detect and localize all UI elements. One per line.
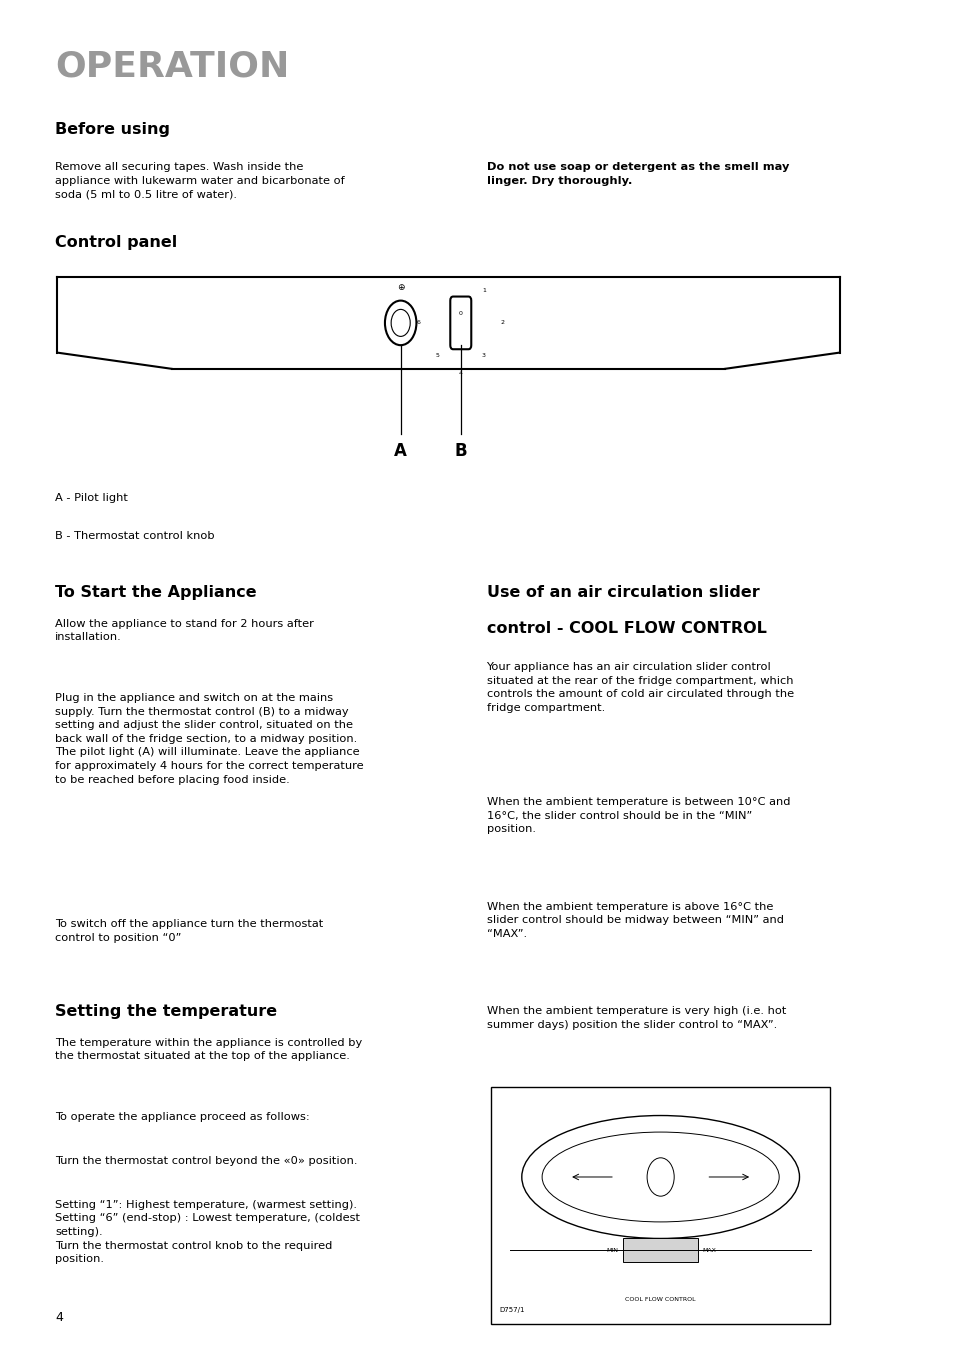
Text: 2: 2	[500, 320, 504, 326]
Text: 4: 4	[458, 372, 462, 376]
Text: When the ambient temperature is very high (i.e. hot
summer days) position the sl: When the ambient temperature is very hig…	[486, 1006, 785, 1029]
Text: A: A	[394, 442, 407, 459]
Text: 5: 5	[436, 353, 439, 358]
Bar	[622, 1239, 698, 1262]
Text: To switch off the appliance turn the thermostat
control to position “0”: To switch off the appliance turn the the…	[55, 919, 323, 943]
Text: Remove all securing tapes. Wash inside the
appliance with lukewarm water and bic: Remove all securing tapes. Wash inside t…	[55, 162, 345, 200]
Text: Turn the thermostat control beyond the «0» position.: Turn the thermostat control beyond the «…	[55, 1156, 357, 1166]
Text: control - COOL FLOW CONTROL: control - COOL FLOW CONTROL	[486, 621, 765, 636]
Text: The temperature within the appliance is controlled by
the thermostat situated at: The temperature within the appliance is …	[55, 1038, 362, 1062]
Text: B - Thermostat control knob: B - Thermostat control knob	[55, 531, 214, 540]
Text: Your appliance has an air circulation slider control
situated at the rear of the: Your appliance has an air circulation sl…	[486, 662, 793, 713]
Text: When the ambient temperature is above 16°C the
slider control should be midway b: When the ambient temperature is above 16…	[486, 901, 782, 939]
Text: Allow the appliance to stand for 2 hours after
installation.: Allow the appliance to stand for 2 hours…	[55, 619, 314, 642]
Text: OPERATION: OPERATION	[55, 50, 290, 84]
Text: Before using: Before using	[55, 122, 171, 136]
Text: 1: 1	[481, 288, 485, 293]
Text: When the ambient temperature is between 10°C and
16°C, the slider control should: When the ambient temperature is between …	[486, 797, 789, 834]
Text: To Start the Appliance: To Start the Appliance	[55, 585, 256, 600]
Text: D757/1: D757/1	[498, 1306, 524, 1313]
Text: 4: 4	[55, 1310, 63, 1324]
Text: Plug in the appliance and switch on at the mains
supply. Turn the thermostat con: Plug in the appliance and switch on at t…	[55, 693, 364, 785]
Text: 3: 3	[481, 353, 485, 358]
Text: Setting the temperature: Setting the temperature	[55, 1004, 277, 1019]
Text: MIN: MIN	[606, 1248, 618, 1252]
Text: MAX: MAX	[702, 1248, 716, 1252]
Text: ⊕: ⊕	[396, 282, 404, 292]
Text: B: B	[454, 442, 467, 459]
Text: A - Pilot light: A - Pilot light	[55, 493, 128, 503]
Text: To operate the appliance proceed as follows:: To operate the appliance proceed as foll…	[55, 1112, 310, 1123]
Text: Control panel: Control panel	[55, 235, 177, 250]
Bar	[491, 1088, 829, 1324]
Text: Use of an air circulation slider: Use of an air circulation slider	[486, 585, 759, 600]
Text: 0: 0	[458, 312, 462, 316]
Text: COOL FLOW CONTROL: COOL FLOW CONTROL	[624, 1297, 696, 1302]
Text: 6: 6	[416, 320, 420, 326]
Text: Do not use soap or detergent as the smell may
linger. Dry thoroughly.: Do not use soap or detergent as the smel…	[486, 162, 788, 185]
Text: Setting “1”: Highest temperature, (warmest setting).
Setting “6” (end-stop) : Lo: Setting “1”: Highest temperature, (warme…	[55, 1200, 360, 1265]
